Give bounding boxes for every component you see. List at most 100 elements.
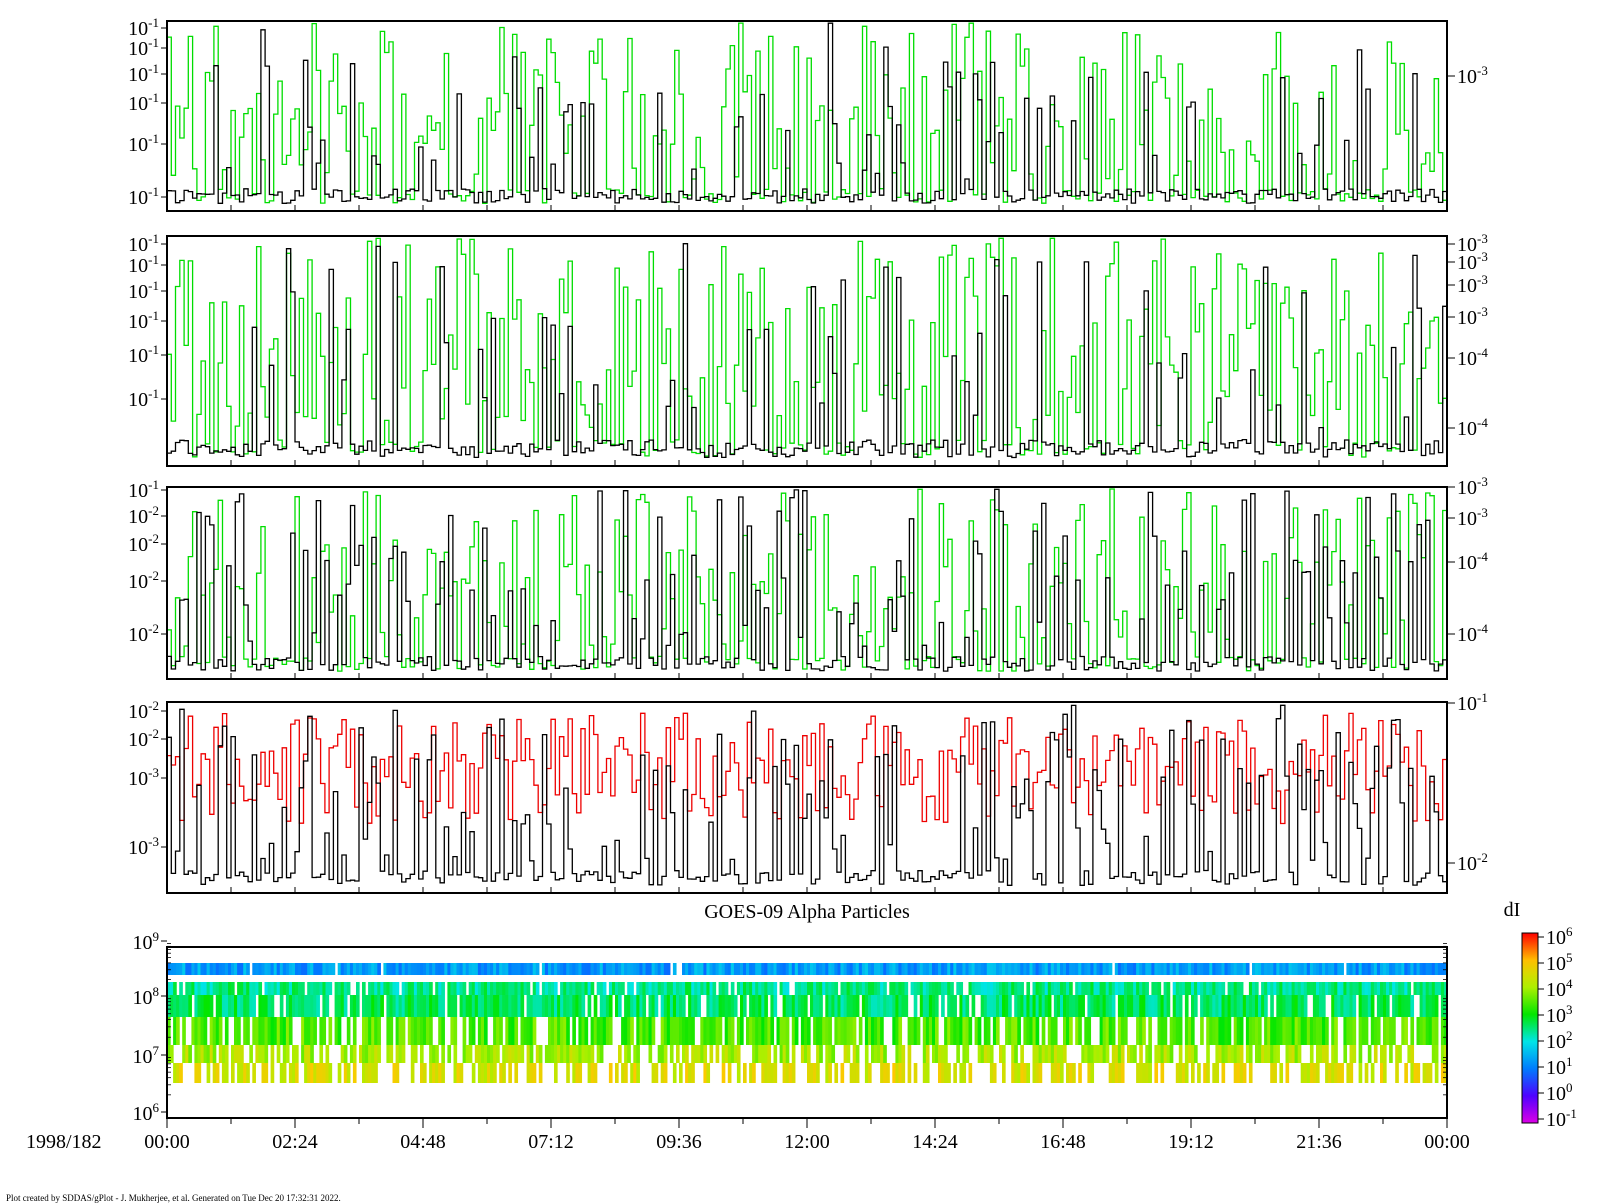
spectrogram-cell (1184, 1045, 1189, 1063)
spectrogram-cell (1410, 1063, 1415, 1083)
spectrogram-cell (218, 1045, 223, 1063)
spectrogram-cell (953, 963, 957, 975)
spectrogram-cell (1154, 982, 1159, 995)
spectrogram-cell (1395, 995, 1399, 1017)
spectrogram-cell (895, 982, 900, 995)
spectrogram-cell (733, 995, 738, 1017)
spectrogram-cell (1236, 1045, 1241, 1063)
left-tick-label: 10-1 (128, 231, 159, 256)
spectrogram-cell (1316, 1063, 1320, 1083)
spectrogram-cell (651, 963, 656, 975)
spectrogram-cell (1005, 995, 1009, 1017)
spectrogram-cell (1358, 1045, 1363, 1063)
spectrogram-cell (264, 963, 269, 975)
spectrogram-cell (416, 995, 421, 1017)
spectrogram-cell (453, 1063, 458, 1083)
spectrogram-cell (733, 963, 738, 975)
spectrogram-cell (520, 1017, 525, 1045)
spectrogram-cell (813, 995, 817, 1017)
spectrogram-cell (1306, 982, 1311, 995)
spectrogram-cell (480, 982, 485, 995)
spectrogram-cell (167, 995, 171, 1017)
spectrogram-cell (1029, 1017, 1034, 1045)
spectrogram-cell (435, 995, 439, 1017)
spectrogram-cell (179, 982, 183, 995)
spectrogram-cell (599, 963, 604, 975)
spectrogram-cell (605, 963, 610, 975)
spectrogram-cell (490, 1045, 494, 1063)
spectrogram-cell (429, 1045, 433, 1063)
spectrogram-cell (996, 982, 1000, 995)
spectrogram-cell (608, 963, 613, 975)
spectrogram-cell (1285, 963, 1290, 975)
spectrogram-cell (1273, 1063, 1277, 1083)
spectrogram-cell (840, 1017, 845, 1045)
spectrogram-cell (679, 1017, 683, 1045)
spectrogram-cell (1239, 1045, 1244, 1063)
spectrogram-cell (691, 982, 695, 995)
spectrogram-cell (1331, 1045, 1335, 1063)
spectrogram-cell (1148, 1045, 1152, 1063)
spectrogram-cell (971, 995, 976, 1017)
spectrogram-cell (733, 1045, 738, 1063)
spectrogram-cell (892, 995, 896, 1017)
spectrogram-cell (999, 963, 1003, 975)
spectrogram-cell (590, 1017, 595, 1045)
spectrogram-cell (249, 982, 253, 995)
spectrogram-band4 (167, 1017, 1448, 1045)
spectrogram-cell (682, 963, 686, 975)
spectrogram-cell (1331, 982, 1335, 995)
spectrogram-cell (1120, 1063, 1125, 1083)
spectrogram-cell (1340, 963, 1344, 975)
spectrogram-cell (292, 995, 296, 1017)
spectrogram-cell (1050, 1017, 1055, 1045)
spectrogram-cell (630, 963, 634, 975)
spectrogram-cell (855, 995, 860, 1017)
spectrogram-cell (996, 1017, 1000, 1045)
spectrogram-cell (624, 1063, 628, 1083)
spectrogram-cell (837, 995, 842, 1017)
spectrogram-cell (398, 963, 403, 975)
spectrogram-cell (532, 1063, 537, 1083)
spectrogram-cell (1035, 963, 1040, 975)
spectrogram-cell (1236, 1017, 1241, 1045)
spectrogram-cell (554, 982, 558, 995)
spectrogram-cell (1300, 1017, 1305, 1045)
spectrogram-cell (240, 982, 244, 995)
series-black-panel-2 (167, 243, 1447, 459)
spectrogram-cell (633, 963, 637, 975)
spectrogram-cell (1218, 1017, 1223, 1045)
spectrogram-cell (249, 995, 253, 1017)
spectrogram-cell (825, 1045, 829, 1063)
spectrogram-cell (1252, 982, 1256, 995)
spectrogram-cell (1020, 995, 1024, 1017)
spectrogram-cell (999, 995, 1003, 1017)
spectrogram-cell (688, 963, 692, 975)
spectrogram-cell (645, 963, 650, 975)
spectrogram-cell (1212, 963, 1216, 975)
spectrogram-cell (715, 963, 720, 975)
spectrogram-cell (855, 1045, 860, 1063)
spectrogram-cell (548, 995, 552, 1017)
spectrogram-cell (1245, 995, 1250, 1017)
spectrogram-cell (825, 963, 829, 975)
colorbar-tick-label: 106 (1546, 924, 1573, 949)
spectrogram-cell (743, 995, 747, 1017)
spectrogram-cell (1422, 1063, 1427, 1083)
spectrogram-cell (718, 963, 723, 975)
spectrogram-cell (1191, 1063, 1195, 1083)
spectrogram-cell (295, 982, 299, 995)
spectrogram-cell (736, 963, 741, 975)
spectrogram-cell (1041, 982, 1046, 995)
spectrogram-cell (825, 995, 829, 1017)
spectrogram-cell (1230, 995, 1235, 1017)
spectrogram-cell (365, 1017, 369, 1045)
spectrogram-cell (508, 1017, 512, 1045)
spectrogram-cell (1392, 995, 1396, 1017)
spectrogram-cell (423, 995, 427, 1017)
spectrogram-cell (718, 995, 723, 1017)
spectrogram-cell (560, 1017, 564, 1045)
spectrogram-cell (1361, 1017, 1366, 1045)
spectrogram-cell (328, 1063, 333, 1083)
spectrogram-cell (709, 963, 714, 975)
